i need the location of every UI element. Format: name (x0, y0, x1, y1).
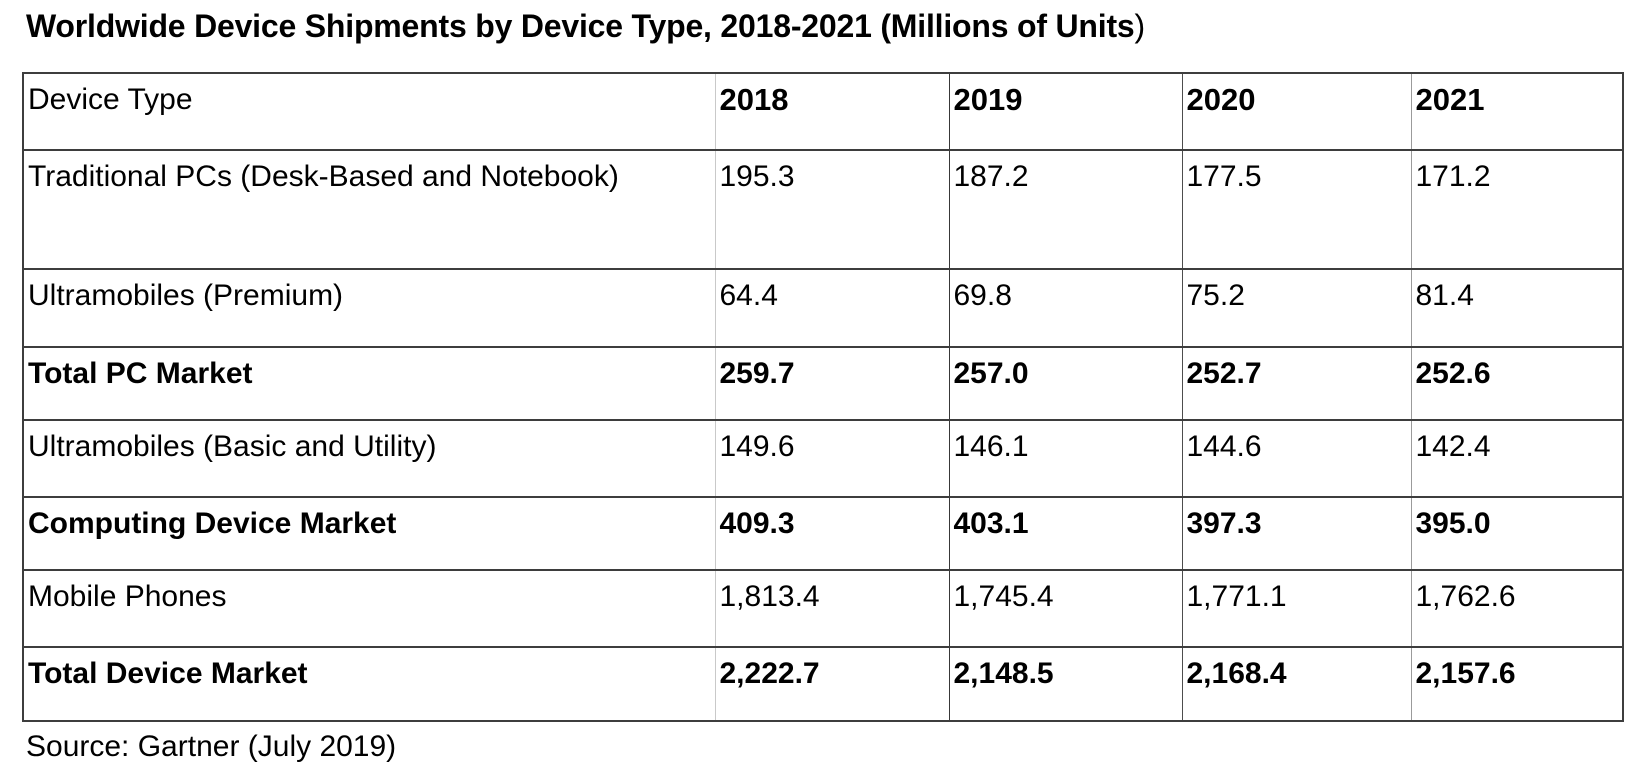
table-row-computing-device-market: Computing Device Market 409.3 403.1 397.… (23, 496, 1623, 570)
value-2021: 2,157.6 (1410, 646, 1623, 721)
value-2020: 177.5 (1181, 149, 1411, 269)
header-device-type: Device Type (28, 83, 193, 116)
row-label: Total Device Market (23, 646, 715, 721)
value-2019: 2,148.5 (948, 646, 1182, 721)
value-2020: 144.6 (1181, 419, 1411, 497)
value-2021: 252.6 (1410, 346, 1623, 420)
value-2018: 259.7 (714, 346, 949, 420)
value-2021: 142.4 (1410, 419, 1623, 497)
value-2020: 75.2 (1181, 268, 1411, 347)
value-2019: 1,745.4 (948, 569, 1182, 647)
page-title-main: Worldwide Device Shipments by Device Typ… (26, 8, 1135, 44)
row-label: Total PC Market (23, 346, 715, 420)
value-2019: 257.0 (948, 346, 1182, 420)
value-2021: 395.0 (1410, 496, 1623, 570)
value-2018: 64.4 (714, 268, 949, 347)
table-row-mobile-phones: Mobile Phones 1,813.4 1,745.4 1,771.1 1,… (23, 569, 1623, 647)
value-2020: 1,771.1 (1181, 569, 1411, 647)
value-2018: 409.3 (714, 496, 949, 570)
table-row-total-device-market: Total Device Market 2,222.7 2,148.5 2,16… (23, 646, 1623, 721)
value-2018: 1,813.4 (714, 569, 949, 647)
value-2019: 69.8 (948, 268, 1182, 347)
value-2021: 171.2 (1410, 149, 1623, 269)
header-year-2019: 2019 (948, 73, 1182, 150)
value-2019: 187.2 (948, 149, 1182, 269)
row-label: Traditional PCs (Desk-Based and Notebook… (23, 149, 715, 269)
value-2020: 252.7 (1181, 346, 1411, 420)
row-label: Ultramobiles (Basic and Utility) (23, 419, 715, 497)
table-header-row: Device Type 2018 2019 2020 2021 (23, 73, 1623, 150)
table-row-ultramobiles-basic: Ultramobiles (Basic and Utility) 149.6 1… (23, 419, 1623, 497)
value-2019: 146.1 (948, 419, 1182, 497)
row-label: Ultramobiles (Premium) (23, 268, 715, 347)
device-shipments-table: Device Type 2018 2019 2020 2021 Traditio… (22, 72, 1624, 722)
value-2020: 397.3 (1181, 496, 1411, 570)
page-title-suffix: ) (1134, 8, 1146, 44)
table-row-total-pc-market: Total PC Market 259.7 257.0 252.7 252.6 (23, 346, 1623, 420)
row-label: Mobile Phones (23, 569, 715, 647)
value-2018: 149.6 (714, 419, 949, 497)
row-label: Computing Device Market (23, 496, 715, 570)
value-2020: 2,168.4 (1181, 646, 1411, 721)
value-2019: 403.1 (948, 496, 1182, 570)
value-2018: 2,222.7 (714, 646, 949, 721)
table-row-traditional-pcs: Traditional PCs (Desk-Based and Notebook… (23, 149, 1623, 269)
header-year-2021: 2021 (1410, 73, 1623, 150)
value-2018: 195.3 (714, 149, 949, 269)
source-attribution: Source: Gartner (July 2019) (26, 730, 397, 763)
value-2021: 81.4 (1410, 268, 1623, 347)
header-year-2018: 2018 (714, 73, 949, 150)
page-title: Worldwide Device Shipments by Device Typ… (26, 6, 1642, 46)
value-2021: 1,762.6 (1410, 569, 1623, 647)
header-year-2020: 2020 (1181, 73, 1411, 150)
table-row-ultramobiles-premium: Ultramobiles (Premium) 64.4 69.8 75.2 81… (23, 268, 1623, 347)
